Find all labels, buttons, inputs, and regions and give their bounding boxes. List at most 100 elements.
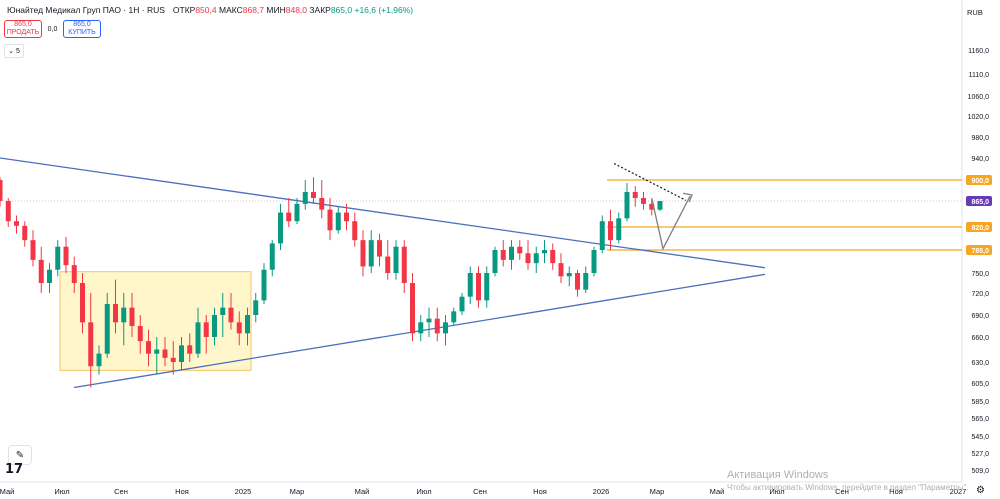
candle[interactable] (5, 201, 11, 222)
y-tick-label: 509,0 (971, 468, 989, 475)
candle[interactable] (335, 212, 341, 231)
candle[interactable] (377, 240, 382, 257)
candle[interactable] (121, 307, 127, 323)
candle[interactable] (55, 246, 61, 270)
candle[interactable] (385, 256, 391, 273)
candle[interactable] (484, 273, 490, 301)
candle[interactable] (96, 353, 102, 367)
candle[interactable] (608, 221, 613, 241)
low-label: МИН (266, 5, 286, 15)
candle[interactable] (195, 322, 201, 354)
candle[interactable] (286, 212, 292, 222)
symbol-title[interactable]: Юнайтед Медикал Груп ПАО · 1Н · RUS (7, 5, 165, 15)
candle[interactable] (360, 240, 366, 267)
candle[interactable] (368, 240, 374, 267)
candle[interactable] (162, 349, 168, 358)
candle[interactable] (632, 192, 638, 198)
candle[interactable] (558, 263, 564, 277)
candle[interactable] (525, 253, 531, 264)
indicators-toggle[interactable]: ⌄ 5 (4, 44, 24, 58)
candle[interactable] (401, 246, 407, 283)
candle[interactable] (533, 253, 539, 264)
candle[interactable] (393, 246, 399, 273)
candle[interactable] (583, 273, 589, 290)
candle[interactable] (591, 250, 597, 273)
candle[interactable] (616, 218, 622, 241)
candle[interactable] (294, 203, 300, 222)
candle[interactable] (278, 212, 283, 244)
candle[interactable] (302, 192, 308, 204)
candle[interactable] (146, 341, 151, 354)
candle[interactable] (245, 315, 250, 334)
candle[interactable] (319, 198, 325, 210)
x-tick-label: Ноя (889, 487, 903, 496)
candle[interactable] (599, 221, 605, 250)
tradingview-logo-icon[interactable]: 17 (5, 462, 24, 477)
sell-label: ПРОДАТЬ (6, 29, 40, 36)
resistance-dotted-line[interactable] (613, 162, 687, 201)
candle[interactable] (63, 246, 69, 266)
candle[interactable] (129, 307, 135, 326)
gear-icon[interactable]: ⚙ (976, 485, 985, 496)
candle[interactable] (0, 180, 3, 201)
candle[interactable] (30, 240, 36, 260)
candle[interactable] (657, 201, 663, 210)
candle[interactable] (509, 246, 514, 260)
candle[interactable] (467, 273, 473, 297)
candle[interactable] (212, 315, 217, 337)
candle[interactable] (575, 273, 580, 290)
candle[interactable] (566, 273, 572, 277)
candle[interactable] (418, 322, 424, 334)
candle[interactable] (500, 250, 506, 260)
candle[interactable] (47, 269, 52, 283)
candle[interactable] (253, 300, 259, 315)
candle[interactable] (113, 304, 118, 323)
candle[interactable] (434, 318, 440, 334)
candle[interactable] (14, 221, 19, 226)
candle[interactable] (137, 326, 143, 342)
buy-button[interactable]: 865,0 КУПИТЬ (63, 20, 101, 38)
candle[interactable] (476, 273, 481, 301)
candle[interactable] (327, 209, 333, 231)
candle[interactable] (261, 269, 267, 301)
candle[interactable] (22, 225, 28, 241)
candle[interactable] (624, 192, 630, 219)
candle[interactable] (344, 212, 349, 222)
candle[interactable] (443, 322, 448, 334)
brush-icon[interactable]: ✎ (8, 445, 32, 465)
candle[interactable] (236, 322, 242, 334)
candle[interactable] (550, 250, 556, 264)
candle[interactable] (154, 349, 160, 354)
candle[interactable] (426, 318, 432, 323)
candle[interactable] (179, 345, 184, 362)
candle[interactable] (492, 250, 498, 273)
candle[interactable] (220, 307, 226, 315)
projection-arrow[interactable] (651, 195, 691, 251)
x-tick-label: Сен (835, 487, 849, 496)
consolidation-zone[interactable] (59, 271, 252, 371)
candle[interactable] (517, 246, 523, 254)
trendline[interactable] (0, 157, 766, 269)
candle[interactable] (170, 357, 176, 362)
candle[interactable] (311, 192, 316, 198)
candle[interactable] (80, 283, 85, 323)
candle[interactable] (542, 250, 547, 254)
candle[interactable] (451, 311, 457, 323)
candle[interactable] (459, 296, 465, 312)
x-tick-label: Сен (473, 487, 487, 496)
sell-button[interactable]: 865,0 ПРОДАТЬ (4, 20, 42, 38)
candle[interactable] (71, 265, 77, 283)
candle[interactable] (641, 198, 646, 204)
candle[interactable] (269, 243, 275, 270)
candle[interactable] (187, 345, 193, 354)
candle[interactable] (649, 203, 655, 210)
candle[interactable] (203, 322, 209, 337)
candle[interactable] (88, 322, 94, 367)
candle[interactable] (38, 259, 44, 283)
candle[interactable] (352, 221, 358, 241)
candle[interactable] (104, 304, 110, 354)
candle[interactable] (228, 307, 234, 323)
candle[interactable] (410, 283, 415, 334)
currency-label[interactable]: RUB (967, 8, 983, 17)
